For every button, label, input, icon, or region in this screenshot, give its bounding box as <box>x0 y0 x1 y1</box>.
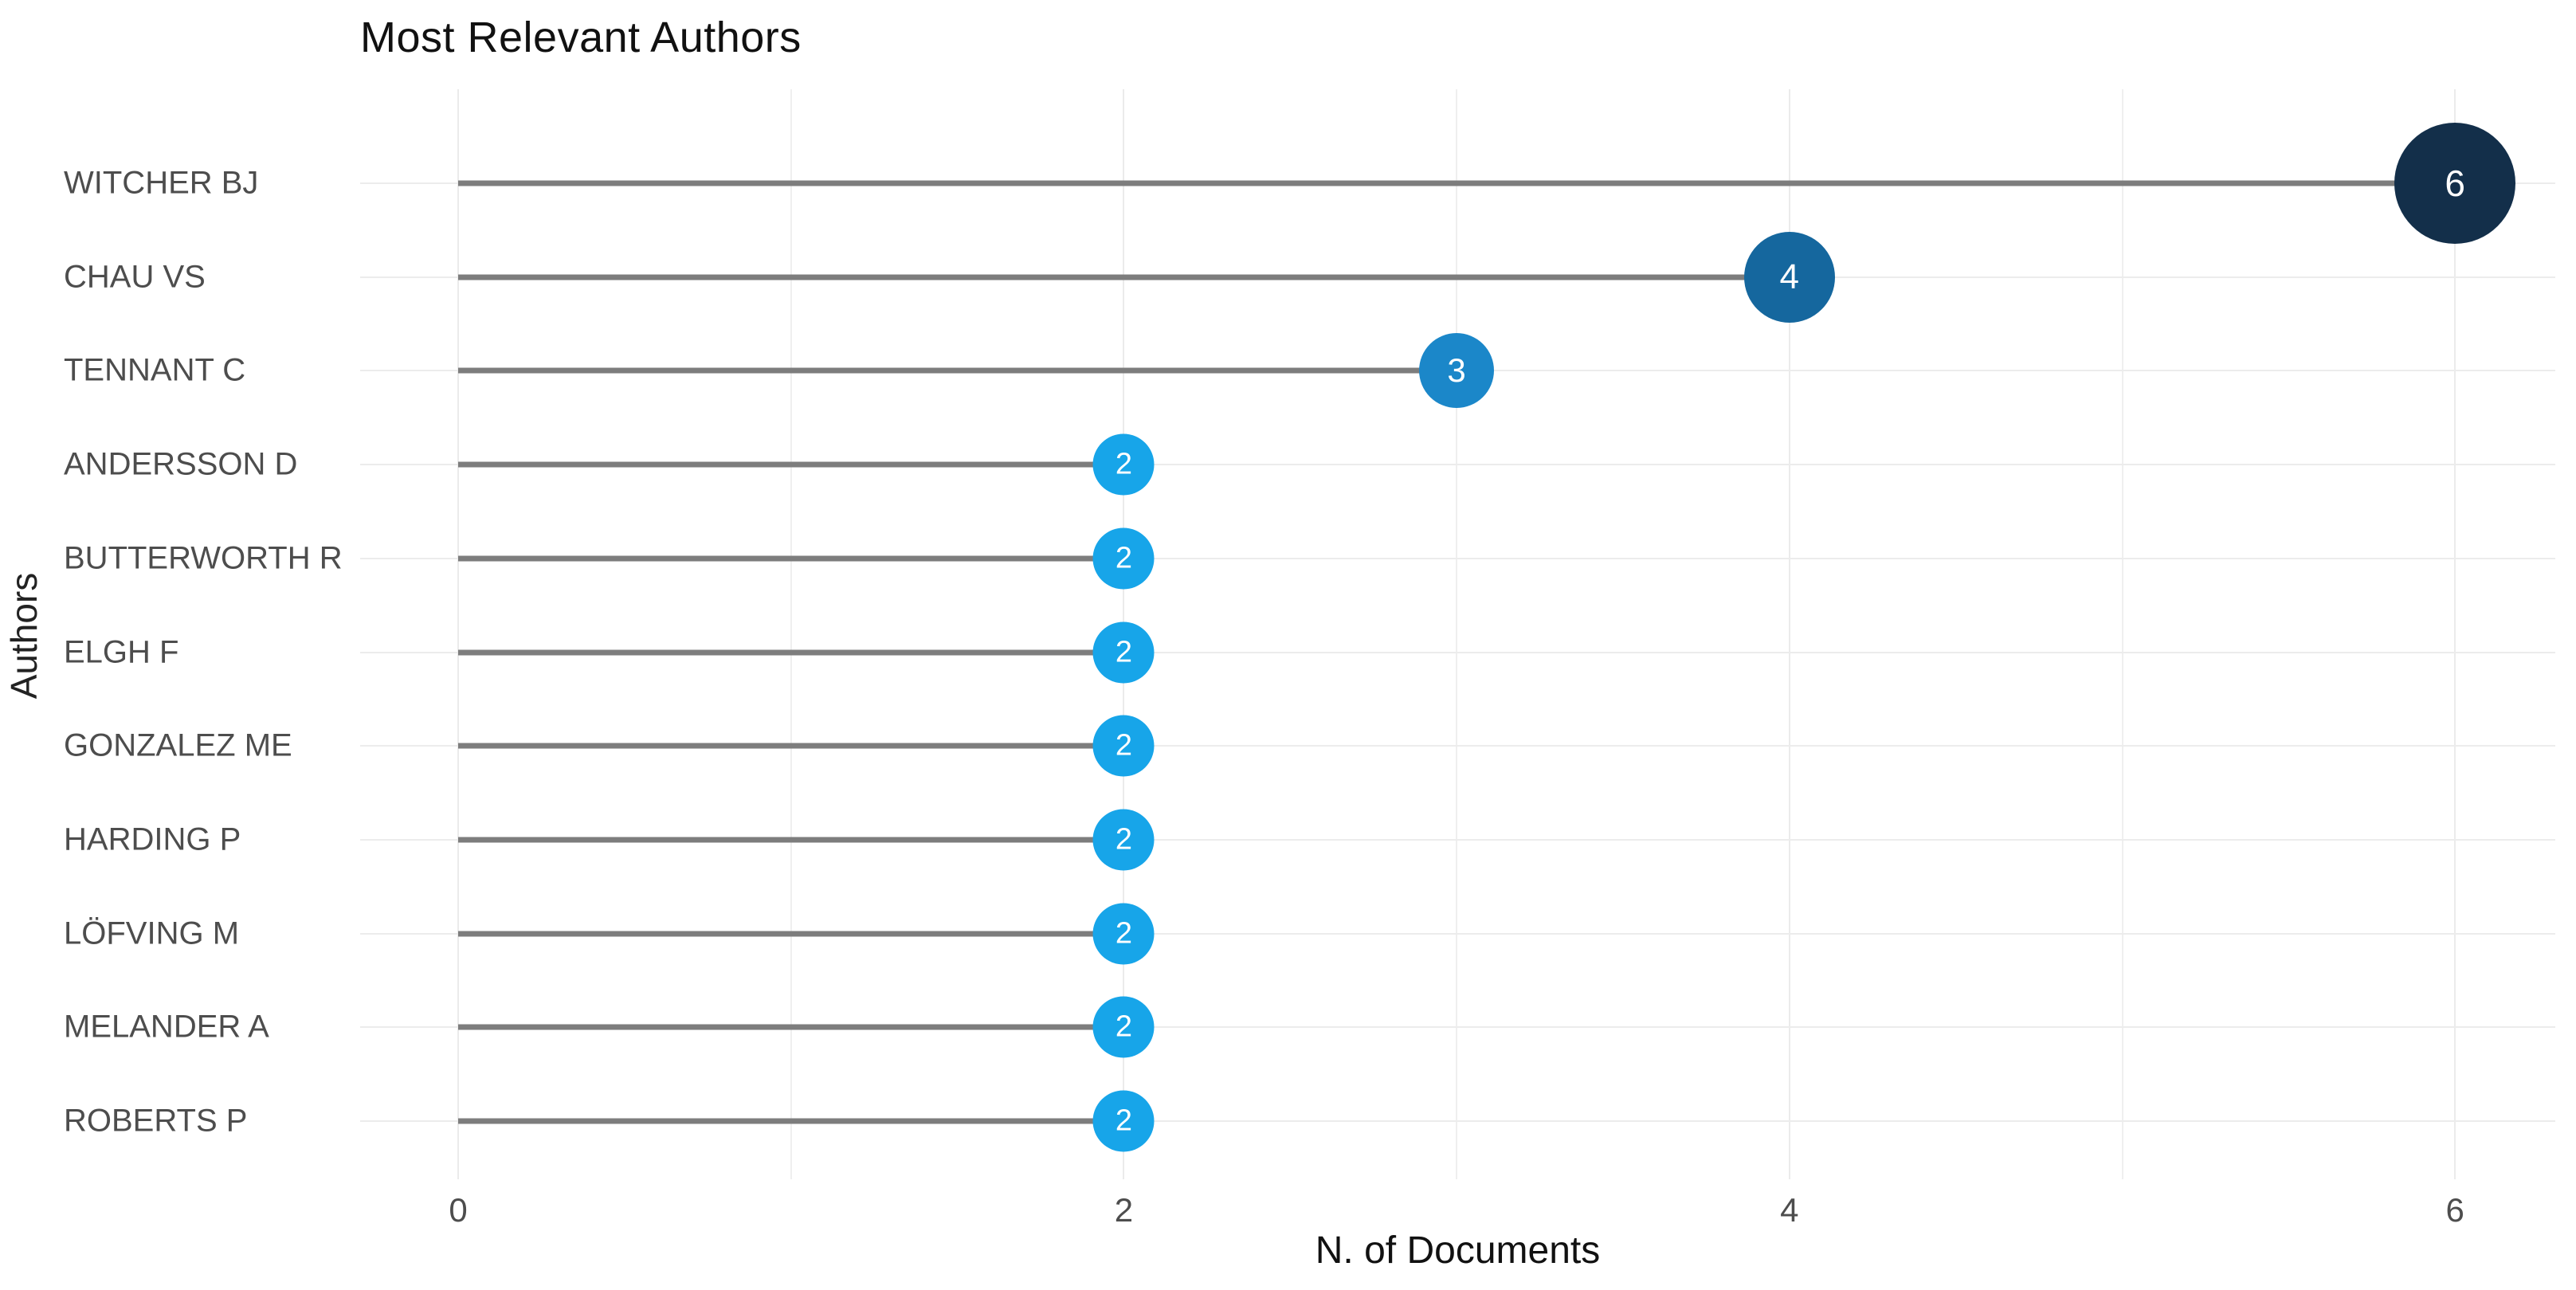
lollipop-stem <box>458 837 1124 843</box>
author-label: ELGH F <box>64 634 179 669</box>
data-point-witcher-bj: 6 <box>2394 123 2516 244</box>
lollipop-stem <box>458 461 1124 468</box>
data-point-gonzalez-me: 2 <box>1092 715 1155 777</box>
lollipop-stem <box>458 274 1790 280</box>
y-gridline <box>360 464 2555 466</box>
y-gridline <box>360 1026 2555 1029</box>
x-gridline <box>2121 89 2123 1179</box>
y-gridline <box>360 932 2555 935</box>
x-tick-label: 0 <box>449 1191 468 1229</box>
y-axis-title: Authors <box>3 572 45 700</box>
author-label: ROBERTS P <box>64 1103 248 1139</box>
chart-title: Most Relevant Authors <box>360 14 802 61</box>
author-label: WITCHER BJ <box>64 165 259 201</box>
author-label: LÖFVING M <box>64 916 240 951</box>
lollipop-stem <box>458 555 1124 562</box>
y-gridline <box>360 651 2555 653</box>
x-axis-title: N. of Documents <box>1315 1229 1601 1272</box>
x-tick-label: 6 <box>2445 1191 2464 1229</box>
x-gridline <box>1456 89 1458 1179</box>
author-label: HARDING P <box>64 821 241 857</box>
data-point-melander-a: 2 <box>1092 996 1155 1058</box>
data-point-butterworth-r: 2 <box>1092 527 1155 590</box>
author-label: ANDERSSON D <box>64 446 298 482</box>
data-point-roberts-p: 2 <box>1092 1090 1155 1152</box>
x-gridline <box>790 89 792 1179</box>
author-label: GONZALEZ ME <box>64 727 292 763</box>
data-point-harding-p: 2 <box>1092 809 1155 871</box>
data-point-andersson-d: 2 <box>1092 433 1155 496</box>
x-tick-label: 2 <box>1114 1191 1134 1229</box>
x-gridline <box>2454 89 2456 1179</box>
y-gridline <box>360 557 2555 559</box>
data-point-elgh-f: 2 <box>1092 621 1155 683</box>
data-point-chau-vs: 4 <box>1743 231 1835 323</box>
author-label: CHAU VS <box>64 259 206 295</box>
data-point-tennant-c: 3 <box>1419 333 1495 409</box>
lollipop-stem <box>458 180 2456 186</box>
y-gridline <box>360 745 2555 747</box>
lollipop-stem <box>458 931 1124 937</box>
y-gridline <box>360 1120 2555 1122</box>
lollipop-stem <box>458 743 1124 749</box>
lollipop-stem <box>458 367 1457 374</box>
data-point-l-fving-m: 2 <box>1092 903 1155 965</box>
y-gridline <box>360 838 2555 841</box>
x-gridline <box>457 89 459 1179</box>
x-gridline <box>1788 89 1790 1179</box>
x-tick-label: 4 <box>1780 1191 1799 1229</box>
lollipop-stem <box>458 649 1124 655</box>
lollipop-stem <box>458 1024 1124 1030</box>
author-label: BUTTERWORTH R <box>64 540 343 576</box>
author-label: TENNANT C <box>64 352 246 388</box>
author-label: MELANDER A <box>64 1009 269 1045</box>
lollipop-stem <box>458 1118 1124 1124</box>
